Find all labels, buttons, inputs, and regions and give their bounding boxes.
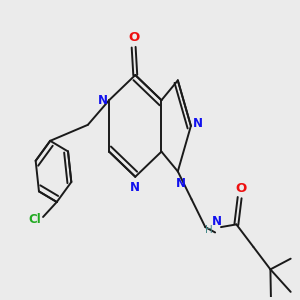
Text: N: N — [212, 215, 221, 228]
Text: O: O — [236, 182, 247, 194]
Text: N: N — [176, 177, 185, 190]
Text: N: N — [98, 94, 108, 107]
Text: Cl: Cl — [28, 213, 41, 226]
Text: H: H — [205, 225, 213, 235]
Text: N: N — [193, 117, 203, 130]
Text: O: O — [128, 31, 139, 44]
Text: N: N — [130, 181, 140, 194]
